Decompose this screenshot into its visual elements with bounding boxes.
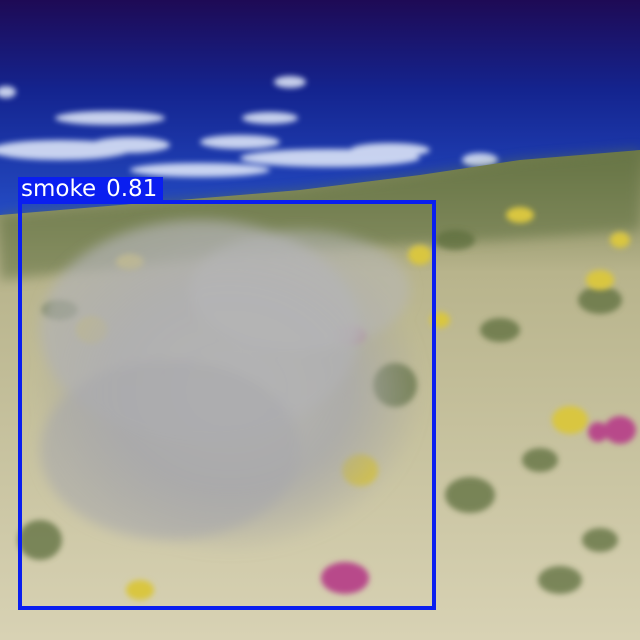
detection-score: 0.81 bbox=[106, 176, 158, 202]
clouds bbox=[0, 76, 498, 177]
smoke-plume bbox=[35, 220, 425, 555]
detection-class: smoke bbox=[21, 176, 97, 202]
detection-bounding-box bbox=[18, 200, 436, 610]
detection-label: smoke 0.81 bbox=[18, 176, 164, 202]
